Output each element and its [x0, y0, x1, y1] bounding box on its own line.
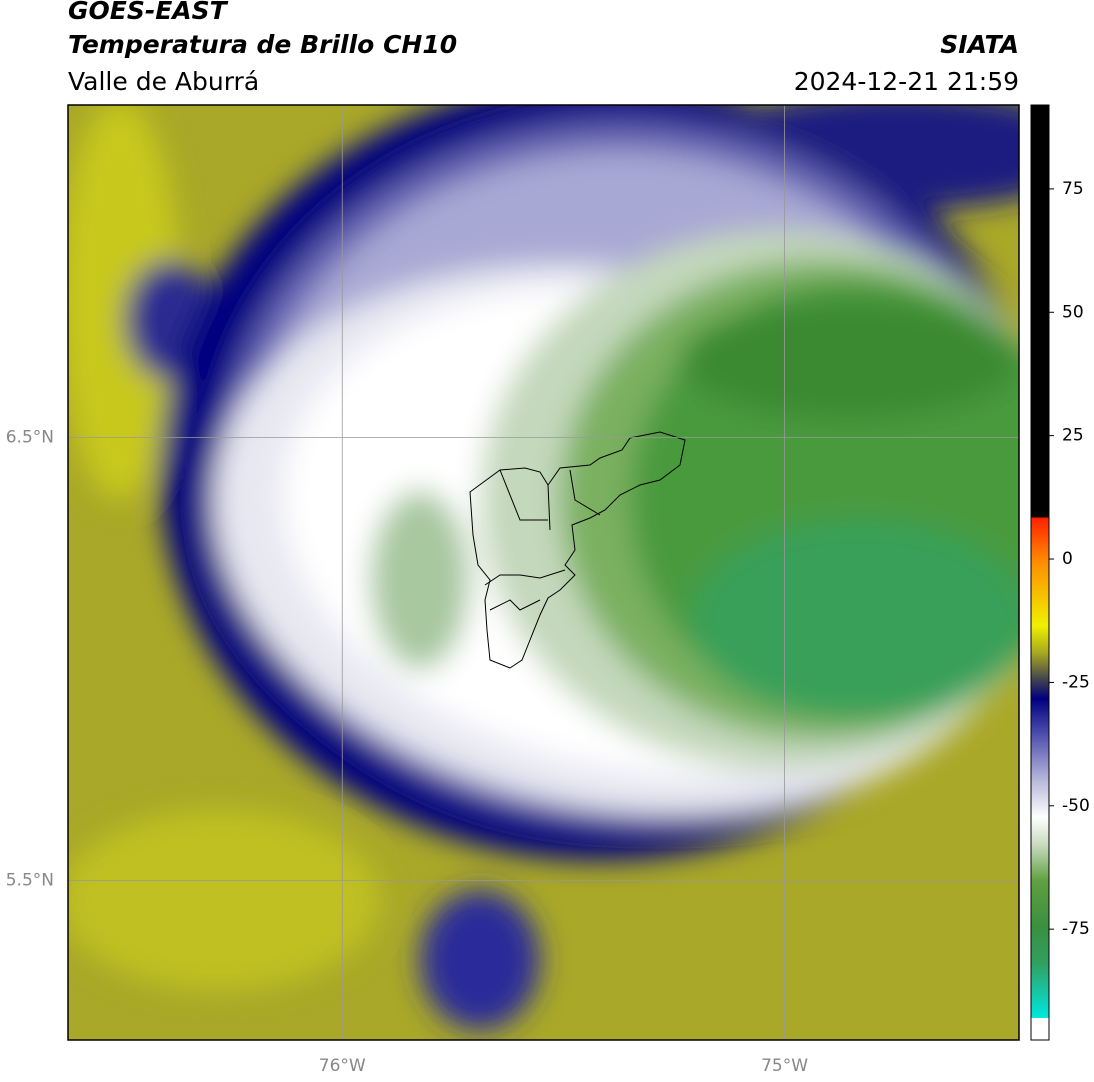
colorbar-tick-label: -25 [1062, 672, 1090, 692]
colorbar-tick-label: -75 [1062, 919, 1090, 939]
y-tick-label: 6.5°N [6, 427, 54, 447]
satellite-image [68, 105, 1019, 1040]
title: GOES-EAST [68, 0, 229, 25]
map-frame [67, 104, 1020, 1041]
region: Valle de Aburrá [68, 67, 259, 96]
timestamp: 2024-12-21 21:59 [794, 67, 1019, 96]
colorbar-tick-label: -50 [1062, 796, 1090, 816]
x-tick-label: 76°W [319, 1056, 366, 1076]
subtitle: Temperatura de Brillo CH10 [68, 30, 457, 59]
colorbar-under [1031, 1018, 1049, 1040]
source: SIATA [940, 30, 1019, 59]
colorbar-frame [1030, 104, 1050, 1041]
grid [68, 105, 1019, 1040]
y-tick-label: 5.5°N [6, 870, 54, 890]
colorbar [1031, 105, 1049, 1018]
colorbar-tick-label: 0 [1062, 549, 1073, 569]
x-tick-label: 75°W [761, 1056, 808, 1076]
municipal-boundaries [469, 431, 686, 669]
colorbar-tick-label: 75 [1062, 179, 1084, 199]
colorbar-ticks: 75 50 25 0 -25 -50 -75 [1049, 179, 1090, 939]
colorbar-tick-label: 25 [1062, 426, 1084, 446]
colorbar-tick-label: 50 [1062, 302, 1084, 322]
